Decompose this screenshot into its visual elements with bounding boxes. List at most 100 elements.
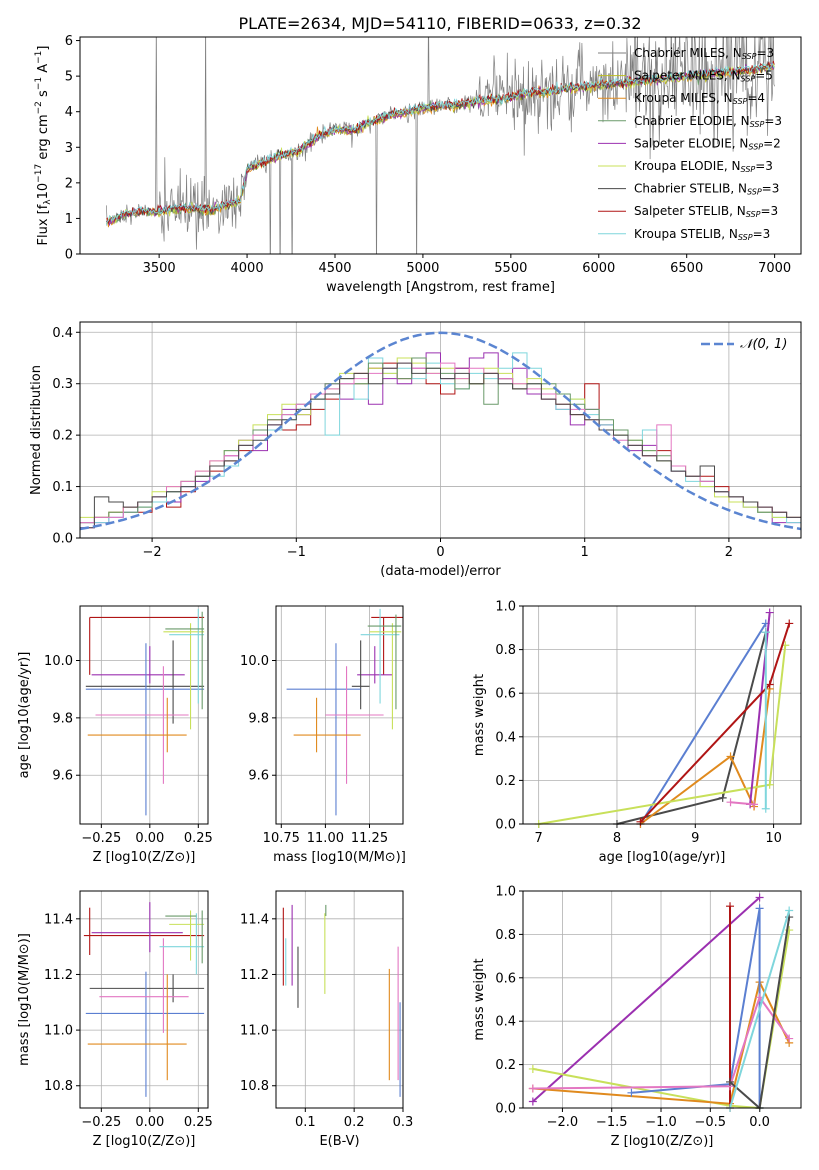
mass-weight-vs-age-xtick-label: 8 — [613, 831, 621, 846]
mass-weight-marker — [750, 800, 759, 809]
spectrum-model-line — [106, 61, 775, 226]
mass-weight-vs-age-xlabel: age [log10(age/yr)] — [599, 850, 726, 865]
age-vs-mass-ytick-label: 9.6 — [248, 769, 269, 784]
residuals-xtick-label: 2 — [725, 545, 733, 560]
mass-weight-marker — [726, 902, 735, 911]
age-vs-mass-xtick-label: 11.00 — [307, 831, 344, 846]
mass-weight-vs-Z-xtick-label: −1.5 — [596, 1115, 628, 1130]
mass-weight-vs-Z-frame — [522, 890, 802, 1109]
mass-weight-vs-age-frame — [522, 605, 802, 825]
residuals-xlabel: (data-model)/error — [380, 564, 501, 579]
mass-vs-EBV-xtick-label: 0.2 — [344, 1115, 365, 1130]
mass-vs-Z-xtick-label: −0.25 — [81, 1115, 121, 1130]
mass-weight-vs-age-xtick-label: 10 — [765, 831, 782, 846]
legend-entry: Salpeter MILES, NSSP=5 — [634, 69, 773, 84]
mass-weight-vs-Z-ytick-label: 0.0 — [495, 1102, 516, 1117]
mass-weight-vs-Z-ytick-label: 0.2 — [495, 1058, 516, 1073]
legend-entry: Chabrier STELIB, NSSP=3 — [634, 182, 779, 197]
residuals-ytick-label: 0.0 — [52, 532, 73, 547]
legend-entry: Kroupa MILES, NSSP=4 — [634, 91, 765, 106]
residuals-xtick-label: 0 — [436, 545, 444, 560]
mass-weight-vs-Z-xtick-label: −0.5 — [695, 1115, 727, 1130]
spectrum-data-line — [106, 37, 775, 254]
mass-weight-line — [631, 908, 761, 1108]
mass-vs-EBV-errorbars — [282, 904, 401, 1097]
spectrum-xtick-label: 6000 — [582, 261, 615, 276]
mass-weight-marker — [726, 752, 735, 761]
age-vs-Z-errorbars — [85, 608, 205, 816]
mass-weight-marker — [627, 1088, 636, 1097]
legend-entry: Chabrier MILES, NSSP=3 — [634, 46, 774, 61]
mass-weight-line — [639, 622, 767, 825]
spectrum-ylabel: Flux [fλ10−17 erg cm−2 s−1 A−1] — [34, 46, 53, 246]
mass-weight-marker — [726, 1077, 735, 1086]
residuals-ytick-label: 0.1 — [52, 480, 73, 495]
mass-vs-EBV-ytick-label: 11.4 — [240, 912, 269, 927]
residuals-ytick-label: 0.4 — [52, 326, 73, 341]
mass-weight-marker — [785, 906, 794, 915]
mass-vs-EBV-ytick-label: 11.0 — [240, 1024, 269, 1039]
mass-vs-EBV-ytick-label: 11.2 — [240, 968, 269, 983]
age-vs-Z-ytick-label: 10.0 — [44, 654, 73, 669]
residual-histograms — [80, 331, 801, 538]
age-vs-mass-xtick-label: 11.25 — [351, 831, 388, 846]
age-vs-Z-xlabel: Z [log10(Z/Z⊙)] — [93, 850, 196, 865]
mass-weight-line — [639, 688, 771, 825]
mass-vs-Z-xtick-label: 0.25 — [184, 1115, 213, 1130]
residual-histogram — [80, 362, 801, 538]
spectrum-xtick-label: 7000 — [758, 261, 791, 276]
mass-vs-EBV-xtick-label: 0.3 — [393, 1115, 414, 1130]
age-vs-Z-xtick-label: 0.00 — [135, 831, 164, 846]
mass-weight-marker — [765, 608, 774, 617]
mass-vs-EBV-xtick-label: 0.1 — [295, 1115, 316, 1130]
mass-weight-marker — [765, 780, 774, 789]
age-vs-Z-xtick-label: −0.25 — [81, 831, 121, 846]
age-vs-mass-xlabel: mass [log10(M/M⊙)] — [273, 850, 406, 865]
legend-entry: Salpeter STELIB, NSSP=3 — [634, 204, 778, 219]
spectrum-ytick-label: 3 — [65, 141, 73, 156]
mass-weight-vs-Z-xlabel: Z [log10(Z/Z⊙)] — [611, 1134, 714, 1149]
mass-vs-EBV-ytick-label: 10.8 — [240, 1079, 269, 1094]
mass-vs-Z-xlabel: Z [log10(Z/Z⊙)] — [93, 1134, 196, 1149]
spectrum-ytick-label: 5 — [65, 70, 73, 85]
mass-vs-Z-ytick-label: 11.4 — [44, 912, 73, 927]
mass-weight-marker — [785, 1034, 794, 1043]
mass-weight-vs-age-ytick-label: 0.6 — [495, 687, 516, 702]
mass-weight-vs-Z-ylabel: mass weight — [472, 958, 487, 1040]
spectrum-ytick-label: 4 — [65, 105, 73, 120]
mass-weight-vs-Z-xtick-label: −1.0 — [645, 1115, 677, 1130]
spectrum-xtick-label: 3500 — [143, 261, 176, 276]
mass-weight-line — [538, 645, 787, 825]
age-vs-mass-xtick-label: 10.75 — [263, 831, 300, 846]
mass-weight-marker — [755, 893, 764, 902]
residuals-frame — [79, 321, 802, 539]
mass-vs-Z-ytick-label: 11.2 — [44, 968, 73, 983]
spectrum-legend: Chabrier MILES, NSSP=3 Salpeter MILES, NS… — [598, 46, 782, 242]
residuals-legend-label: 𝒩(0, 1) — [740, 337, 787, 352]
legend-entry: Chabrier ELODIE, NSSP=3 — [634, 114, 782, 129]
legend-entry: Kroupa STELIB, NSSP=3 — [634, 227, 770, 242]
age-vs-mass-ytick-label: 10.0 — [240, 654, 269, 669]
mass-weight-marker — [761, 628, 770, 637]
mass-weight-vs-age-ytick-label: 0.2 — [495, 774, 516, 789]
mass-weight-vs-age-ytick-label: 1.0 — [495, 600, 516, 615]
age-vs-Z-frame — [79, 605, 209, 825]
age-vs-Z-ytick-label: 9.6 — [52, 769, 73, 784]
mass-vs-Z-ytick-label: 10.8 — [44, 1079, 73, 1094]
spectrum-ytick-label: 2 — [65, 176, 73, 191]
figure-title: PLATE=2634, MJD=54110, FIBERID=0633, z=0… — [238, 14, 641, 33]
mass-weight-marker — [755, 904, 764, 913]
legend-entry: Salpeter ELODIE, NSSP=2 — [634, 136, 781, 151]
residuals-ylabel: Normed distribution — [29, 365, 44, 495]
mass-weight-vs-age-ytick-label: 0.0 — [495, 818, 516, 833]
mass-weight-marker — [528, 1064, 537, 1073]
mass-weight-vs-Z-ytick-label: 0.8 — [495, 928, 516, 943]
mass-weight-marker — [785, 619, 794, 628]
mass-weight-line — [729, 910, 791, 1109]
mass-vs-Z-ytick-label: 11.0 — [44, 1024, 73, 1039]
mass-weight-marker — [765, 680, 774, 689]
mass-weight-vs-age-ytick-label: 0.8 — [495, 643, 516, 658]
mass-weight-vs-Z-ytick-label: 0.4 — [495, 1015, 516, 1030]
mass-weight-vs-Z-xtick-label: −2.0 — [547, 1115, 579, 1130]
